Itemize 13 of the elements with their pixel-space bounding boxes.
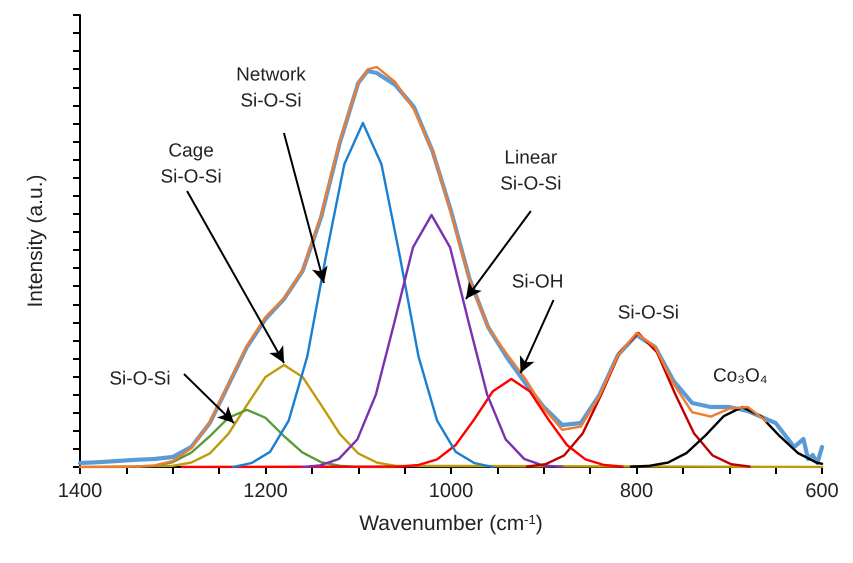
annotation: Cage Si-O-Si <box>160 140 222 188</box>
annotation: Si-OH <box>512 272 564 292</box>
x-tick-label: 600 <box>805 480 839 502</box>
x-tick-label: 800 <box>620 480 654 502</box>
annotation: Linear Si-O-Si <box>500 148 562 194</box>
annotation: Co₃O₄ <box>712 366 768 386</box>
annotation: Network Si-O-Si <box>236 64 306 112</box>
annotation: Si-O-Si <box>618 302 679 324</box>
x-tick-label: 1400 <box>58 480 102 502</box>
y-axis-title: Intensity (a.u.) <box>24 174 47 308</box>
annotation: Si-O-Si <box>109 368 171 390</box>
x-tick-label: 1000 <box>428 480 474 502</box>
x-tick-label: 1200 <box>243 480 288 502</box>
